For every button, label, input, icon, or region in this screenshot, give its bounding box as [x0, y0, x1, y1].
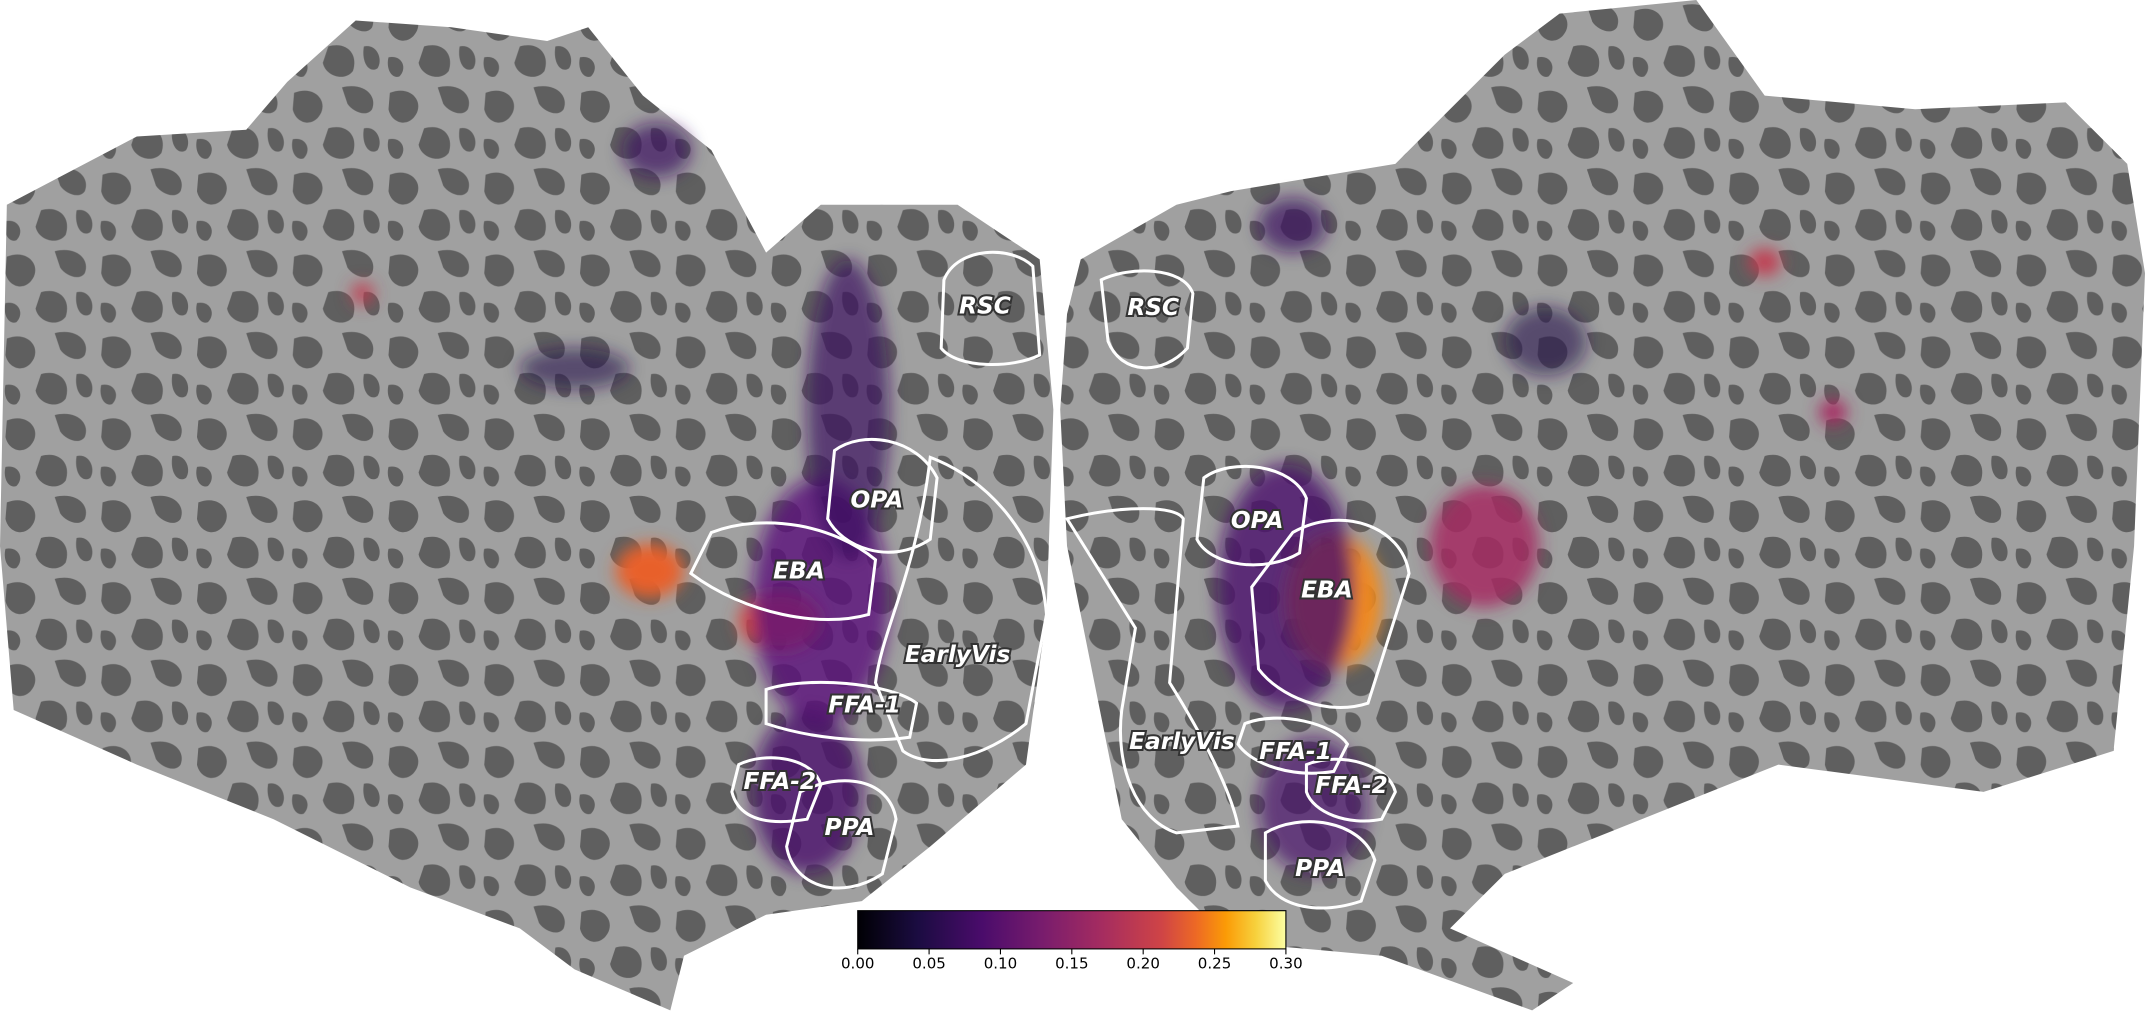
- roi-outline: [1263, 820, 1377, 910]
- tick-label: 0.00: [841, 954, 874, 972]
- roi-label: RSC: [1127, 294, 1179, 321]
- roi-label: FFA-2: [743, 768, 816, 795]
- roi-outline: [1304, 757, 1397, 823]
- roi-label: FFA-1: [1259, 738, 1332, 765]
- roi-outline: [1250, 518, 1411, 709]
- tick-label: 0.30: [1269, 954, 1302, 972]
- tick-label: 0.10: [984, 954, 1017, 972]
- right-activation: [1217, 197, 1847, 874]
- right-cortex: [1060, 0, 2145, 1011]
- colorbar-gradient: [857, 910, 1287, 950]
- roi-label: RSC: [959, 293, 1011, 320]
- roi-label: FFA-1: [828, 691, 901, 718]
- left-hemisphere: [0, 20, 1054, 1011]
- right-hemisphere: [1060, 0, 2145, 1011]
- roi-label: FFA-2: [1315, 772, 1388, 799]
- tick-label: 0.25: [1198, 954, 1231, 972]
- roi-outline: [764, 680, 919, 742]
- roi-label: EarlyVis: [1129, 728, 1235, 755]
- roi-label: OPA: [1231, 507, 1284, 534]
- roi-label: PPA: [825, 814, 875, 841]
- left-cortex: [0, 20, 1054, 1011]
- roi-labels: RSCOPAEBAEarlyVisFFA-1FFA-2PPARSCOPAEBAE…: [741, 291, 1389, 885]
- roi-outline: [826, 437, 939, 554]
- roi-outline: [730, 756, 823, 824]
- roi-outline: [1195, 464, 1308, 567]
- colorbar: 0.00 0.05 0.10 0.15 0.20 0.25 0.30: [841, 910, 1303, 972]
- roi-label: PPA: [1295, 855, 1345, 882]
- roi-outline: [1236, 716, 1350, 775]
- roi-label: EBA: [1301, 577, 1353, 604]
- roi-outline: [873, 455, 1049, 763]
- roi-label: EBA: [773, 558, 825, 585]
- roi-outline: [785, 779, 898, 890]
- roi-outline: [688, 521, 878, 621]
- roi-label: EarlyVis: [905, 641, 1011, 668]
- roi-outline: [939, 250, 1042, 367]
- roi-outline: [1064, 507, 1240, 835]
- tick-label: 0.20: [1126, 954, 1159, 972]
- roi-label: OPA: [851, 487, 904, 514]
- tick-label: 0.15: [1055, 954, 1088, 972]
- left-activation: [351, 122, 890, 874]
- tick-label: 0.05: [912, 954, 945, 972]
- roi-outline: [1099, 269, 1195, 370]
